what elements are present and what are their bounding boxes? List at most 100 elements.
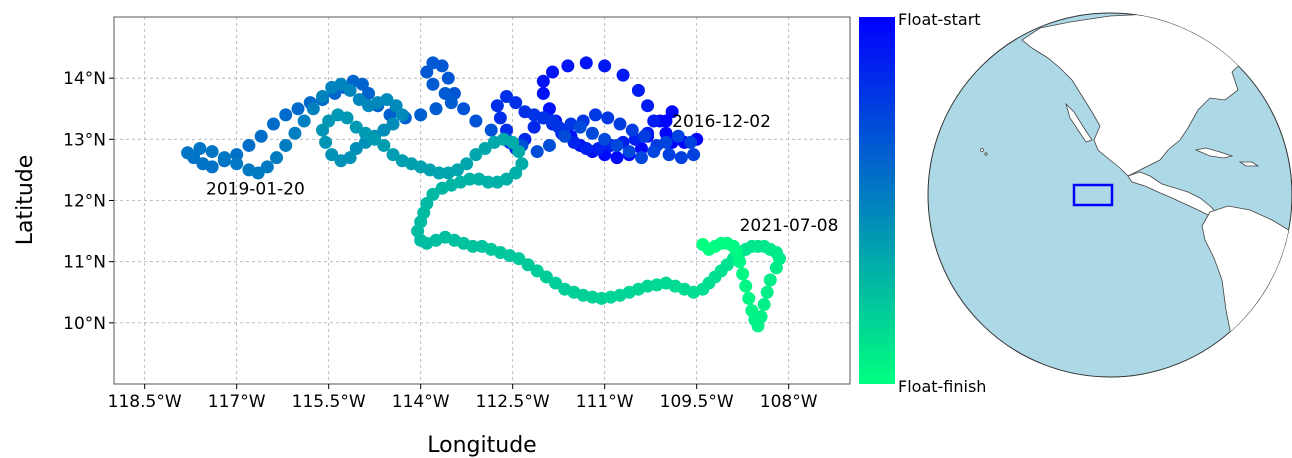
date-annotations: 2016-12-02 2019-01-20 2021-07-08 [206, 112, 838, 236]
data-point [588, 108, 602, 122]
data-point [316, 90, 330, 104]
colorbar-finish-label: Float-finish [898, 377, 986, 396]
data-point [579, 56, 593, 70]
data-point [592, 142, 606, 156]
data-point [530, 145, 544, 159]
data-point [549, 276, 563, 290]
data-point [334, 154, 348, 168]
data-point [450, 163, 464, 177]
data-point [509, 166, 523, 180]
data-point [469, 148, 483, 162]
data-point [736, 267, 750, 281]
data-point [506, 135, 520, 149]
data-point [460, 157, 474, 171]
data-point [641, 99, 655, 113]
data-point [266, 117, 280, 131]
data-point [684, 135, 698, 149]
data-point [260, 160, 274, 174]
data-point [760, 285, 774, 299]
data-point [647, 145, 661, 159]
date-annotation: 2019-01-20 [206, 179, 305, 199]
data-point [389, 99, 403, 113]
data-point [573, 120, 587, 134]
date-annotation: 2016-12-02 [672, 112, 771, 132]
data-point [205, 145, 219, 159]
x-tick-label: 108°W [760, 392, 818, 412]
caribbean-islands [1194, 147, 1234, 159]
data-point [395, 108, 409, 122]
data-point [349, 142, 363, 156]
data-point [638, 129, 652, 143]
data-point [325, 148, 339, 162]
data-point [521, 258, 535, 272]
data-point [665, 105, 679, 119]
data-point [622, 145, 636, 159]
data-point [490, 175, 504, 189]
data-point [512, 145, 526, 159]
x-tick-label: 114°W [392, 392, 450, 412]
data-point [432, 166, 446, 180]
x-tick-label: 109.5°W [660, 392, 734, 412]
x-tick-labels: 118.5°W 117°W 115.5°W 114°W 112.5°W 111°W 109.… [108, 384, 818, 412]
data-point [659, 135, 673, 149]
data-point [515, 157, 529, 171]
data-point [340, 111, 354, 125]
data-point [319, 135, 333, 149]
data-point [610, 151, 624, 165]
x-tick-label: 118.5°W [108, 392, 182, 412]
data-point [362, 86, 376, 100]
data-point [429, 102, 443, 116]
data-point [634, 142, 648, 156]
date-annotation: 2021-07-08 [740, 216, 839, 236]
data-point [414, 108, 428, 122]
data-point [561, 59, 575, 73]
data-point [763, 273, 777, 287]
data-point [377, 123, 391, 137]
data-point [539, 270, 553, 284]
x-axis-label: Longitude [427, 433, 536, 458]
data-point [426, 187, 440, 201]
data-point [552, 120, 566, 134]
data-point [659, 126, 673, 140]
data-point [380, 93, 394, 107]
grid-lines [114, 17, 850, 384]
data-point [435, 181, 449, 195]
data-points [181, 56, 786, 333]
x-tick-label: 117°W [208, 392, 266, 412]
y-tick-label: 12°N [63, 192, 106, 212]
data-point [613, 117, 627, 131]
data-point [542, 138, 556, 152]
data-point [466, 239, 480, 253]
data-point [441, 71, 455, 85]
y-tick-label: 14°N [63, 69, 106, 89]
data-point [386, 148, 400, 162]
data-point [352, 93, 366, 107]
data-point [585, 126, 599, 140]
data-point [444, 96, 458, 110]
data-point [696, 238, 710, 252]
data-point [230, 157, 244, 171]
data-point [181, 146, 195, 160]
data-point [242, 138, 256, 152]
study-region-box [1072, 183, 1114, 207]
data-point [546, 65, 560, 79]
data-point [288, 126, 302, 140]
data-point [254, 129, 268, 143]
data-point [230, 148, 244, 162]
data-point [662, 148, 676, 162]
colorbar-gradient [859, 17, 895, 384]
data-point [601, 111, 615, 125]
colorbar: Float-start Float-finish [859, 10, 986, 396]
data-point [558, 129, 572, 143]
data-point [478, 142, 492, 156]
data-point [193, 142, 207, 156]
data-point [420, 65, 434, 79]
data-point [512, 252, 526, 266]
data-point [742, 291, 756, 305]
data-point [297, 114, 311, 128]
data-point [567, 135, 581, 149]
data-point [251, 166, 265, 180]
data-point [270, 151, 284, 165]
data-point [386, 117, 400, 131]
